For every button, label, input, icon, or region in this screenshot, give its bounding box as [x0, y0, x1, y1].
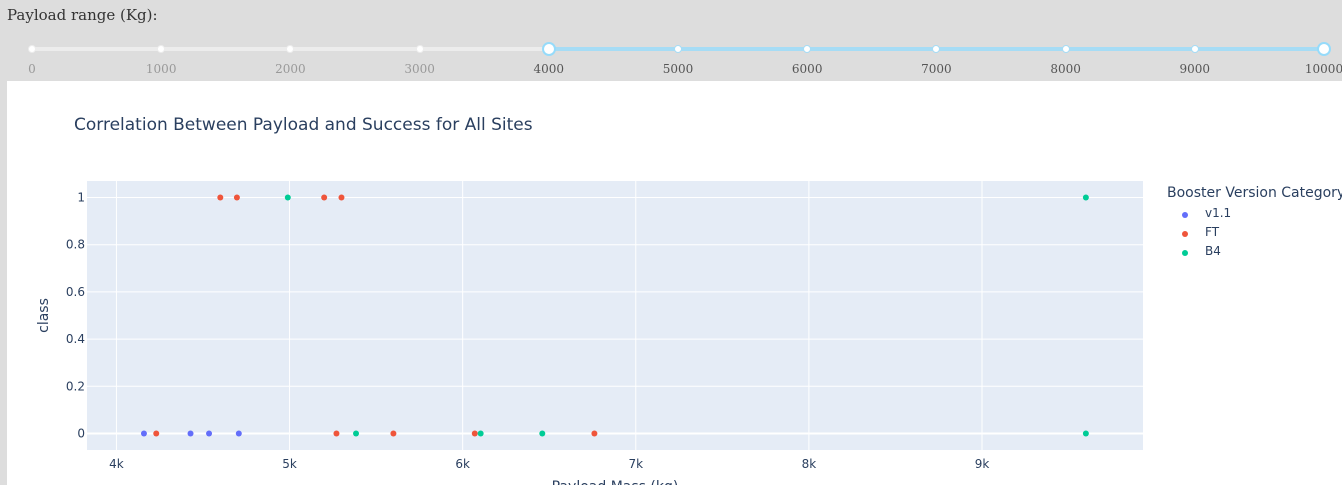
- slider-mark-label[interactable]: 0: [28, 62, 36, 76]
- y-tick-label: 0.4: [66, 332, 85, 346]
- data-point-b4: [1082, 430, 1089, 437]
- slider-mark-label[interactable]: 5000: [662, 62, 694, 76]
- data-point-ft: [390, 430, 397, 437]
- legend-title: Booster Version Category: [1167, 185, 1342, 201]
- data-point-ft: [471, 430, 478, 437]
- data-point-b4: [1082, 194, 1089, 201]
- data-point-b4: [284, 194, 291, 201]
- legend-marker: [1182, 231, 1188, 237]
- slider-mark-label[interactable]: 4000: [533, 62, 565, 76]
- data-point-v1-1: [206, 430, 213, 437]
- chart-title: Correlation Between Payload and Success …: [74, 115, 533, 135]
- slider-mark-label[interactable]: 9000: [1179, 62, 1211, 76]
- data-point-ft: [233, 194, 240, 201]
- scatter-plot: 4k 5k 6k 7k 8k 9k 0 0.2 0.4 0.6 0.8 1 class Payload M…: [36, 181, 1143, 485]
- slider-step-dot[interactable]: [932, 45, 941, 53]
- data-point-ft: [333, 430, 340, 437]
- slider-step-dot[interactable]: [1061, 45, 1070, 53]
- slider-step-dot[interactable]: [286, 45, 295, 53]
- y-tick-label: 1: [77, 191, 85, 205]
- x-tick-label: 7k: [628, 457, 643, 471]
- data-point-ft: [217, 194, 224, 201]
- slider-mark-label[interactable]: 7000: [921, 62, 952, 76]
- legend-label: B4: [1205, 244, 1221, 258]
- slider-step-dot[interactable]: [803, 45, 812, 53]
- x-tick-label: 4k: [109, 457, 124, 471]
- plot-area: [87, 181, 1143, 450]
- legend-label: FT: [1205, 225, 1220, 239]
- slider-step-dot[interactable]: [157, 45, 166, 53]
- slider-step-dot[interactable]: [28, 45, 36, 53]
- slider-mark-label[interactable]: 1000: [145, 62, 177, 76]
- legend-marker: [1182, 250, 1188, 256]
- slider-step-dot[interactable]: [674, 45, 682, 53]
- x-tick-label: 5k: [282, 457, 297, 471]
- data-point-ft: [591, 430, 598, 437]
- data-point-ft: [321, 194, 328, 201]
- y-tick-label: 0.2: [66, 379, 85, 393]
- y-axis-label: class: [36, 298, 52, 333]
- slider-mark-label[interactable]: 6000: [791, 62, 823, 76]
- data-point-v1-1: [187, 430, 194, 437]
- data-point-ft: [153, 430, 160, 437]
- slider-mark-label[interactable]: 8000: [1050, 62, 1081, 76]
- payload-range-label: Payload range (Kg):: [7, 6, 158, 24]
- data-point-v1-1: [140, 430, 147, 437]
- x-tick-label: 9k: [975, 457, 990, 471]
- legend-label: v1.1: [1205, 206, 1232, 220]
- slider-handle-max[interactable]: [1317, 42, 1331, 56]
- slider-step-dot[interactable]: [1190, 45, 1199, 53]
- legend-marker: [1182, 212, 1188, 218]
- payload-range-slider[interactable]: 0 1000 2000 3000 4000 5000 6000 7000 8000 9000 100…: [0, 35, 1342, 79]
- y-tick-label: 0.8: [66, 238, 85, 252]
- x-tick-label: 6k: [455, 457, 470, 471]
- x-tick-label: 8k: [802, 457, 817, 471]
- slider-mark-label[interactable]: 2000: [275, 62, 306, 76]
- slider-mark-label[interactable]: 3000: [404, 62, 435, 76]
- x-axis-label: Payload Mass (kg): [552, 479, 679, 485]
- slider-mark-label[interactable]: 10000: [1304, 62, 1342, 76]
- data-point-ft: [338, 194, 345, 201]
- data-point-v1-1: [235, 430, 242, 437]
- y-tick-label: 0.6: [66, 285, 85, 299]
- slider-step-dot[interactable]: [415, 45, 424, 53]
- payload-success-chart: Correlation Between Payload and Success …: [7, 81, 1342, 485]
- y-tick-label: 0: [77, 426, 85, 440]
- data-point-b4: [539, 430, 546, 437]
- slider-handle-min[interactable]: [541, 42, 556, 56]
- data-point-b4: [477, 430, 484, 437]
- data-point-b4: [353, 430, 360, 437]
